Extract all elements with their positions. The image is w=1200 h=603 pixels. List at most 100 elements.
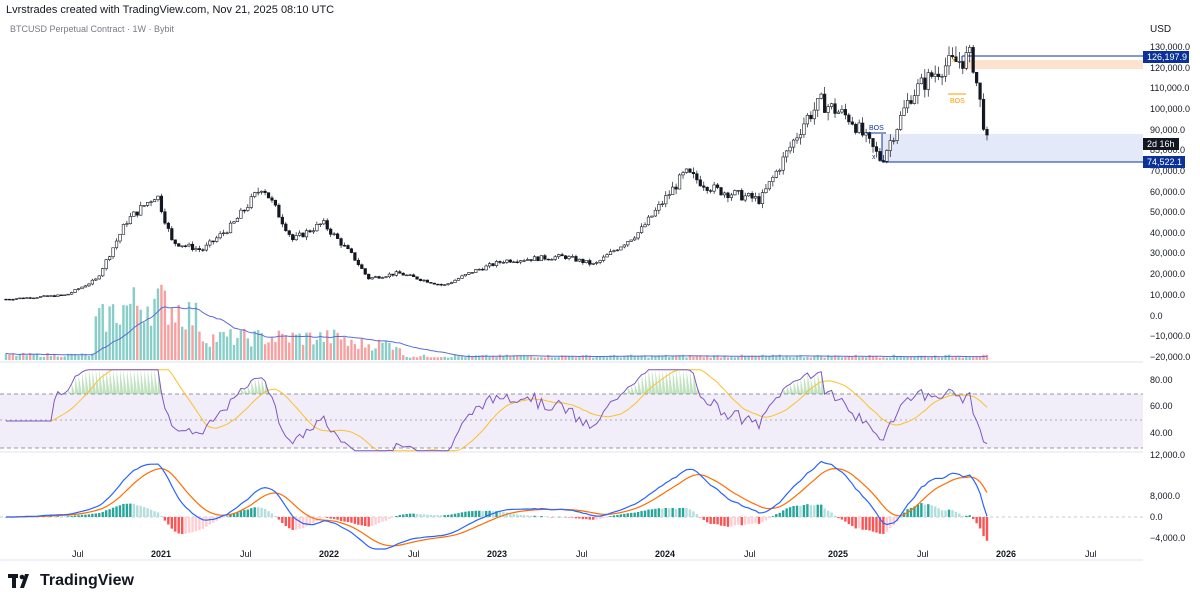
volume-bar — [909, 356, 913, 360]
candle — [525, 259, 530, 261]
candle — [546, 258, 550, 261]
candle — [87, 283, 91, 287]
volume-bar — [768, 356, 771, 360]
x-marker-top: x — [952, 57, 956, 64]
macd-histogram-bar — [657, 508, 661, 517]
candle — [681, 172, 685, 176]
candle — [52, 295, 56, 297]
price-tick: 100,000.0 — [1150, 104, 1190, 114]
macd-histogram-bar — [730, 517, 733, 527]
volume-bar — [847, 355, 851, 360]
macd-histogram-bar — [156, 512, 160, 517]
volume-bar — [564, 355, 567, 360]
macd-histogram-bar — [526, 515, 529, 517]
volume-bar — [73, 354, 77, 360]
candle — [228, 222, 233, 234]
volume-bar — [270, 337, 274, 360]
candle — [377, 276, 381, 279]
volume-bar — [488, 356, 491, 360]
macd-histogram-bar — [764, 517, 768, 521]
candle — [152, 199, 157, 203]
supply-zone[interactable] — [962, 60, 1143, 69]
volume-bar — [419, 356, 422, 360]
macd-histogram-bar — [498, 511, 502, 517]
candle — [291, 234, 295, 241]
volume-bar — [916, 355, 920, 360]
volume-bar — [933, 355, 937, 360]
candle — [149, 201, 153, 203]
candle — [35, 297, 39, 299]
candle — [180, 245, 184, 247]
volume-bar — [857, 357, 861, 360]
macd-histogram-bar — [495, 511, 498, 517]
macd-histogram-bar — [564, 517, 567, 518]
candle — [114, 240, 119, 249]
volume-bar — [357, 348, 360, 360]
volume-bar — [212, 334, 215, 360]
candle — [664, 195, 668, 205]
macd-histogram-bar — [609, 516, 612, 517]
symbol-title[interactable]: BTCUSD Perpetual Contract · 1W · Bybit — [10, 24, 175, 34]
volume-bar — [785, 355, 788, 360]
macd-histogram-bar — [87, 514, 91, 517]
volume-bar — [336, 332, 339, 360]
volume-bar — [22, 352, 25, 360]
candle — [740, 190, 744, 201]
macd-histogram-bar — [170, 517, 174, 529]
macd-histogram-bar — [163, 517, 167, 521]
macd-histogram-bar — [612, 515, 616, 517]
volume-bar — [136, 305, 139, 360]
volume-bar — [118, 324, 122, 360]
volume-bar — [467, 354, 471, 360]
volume-bar — [39, 356, 42, 360]
macd-histogram-bar — [819, 504, 823, 517]
candle — [712, 184, 716, 192]
candle — [432, 282, 436, 285]
candle — [695, 173, 699, 181]
macd-histogram-bar — [640, 511, 643, 517]
candle — [861, 122, 865, 136]
volume-bar — [885, 357, 889, 360]
macd-histogram-bar — [284, 517, 287, 527]
macd-histogram-bar — [301, 517, 305, 529]
demand-zone[interactable] — [882, 134, 1143, 162]
currency-label[interactable]: USD — [1150, 24, 1172, 35]
macd-histogram-bar — [263, 509, 267, 517]
candle — [684, 168, 689, 173]
volume-bar — [951, 357, 954, 360]
tradingview-logo[interactable]: TradingView — [8, 572, 134, 590]
candle — [961, 61, 965, 69]
candle — [415, 276, 419, 280]
macd-histogram-bar — [122, 503, 125, 517]
volume-bar — [222, 331, 225, 360]
candle — [588, 260, 592, 265]
volume-bar — [194, 302, 198, 360]
candle — [657, 204, 661, 211]
macd-histogram-bar — [478, 510, 481, 517]
macd-histogram-bar — [702, 517, 705, 520]
candle — [4, 298, 8, 301]
macd-histogram-bar — [543, 516, 547, 518]
macd-histogram-bar — [381, 517, 384, 522]
macd-histogram-bar — [889, 517, 892, 529]
price-tick: 40,000.0 — [1150, 228, 1185, 238]
candle — [899, 115, 903, 130]
candle — [211, 240, 215, 243]
volume-bar — [495, 357, 498, 360]
candle — [802, 123, 806, 136]
volume-bar — [146, 306, 149, 360]
macd-histogram-bar — [944, 510, 947, 517]
price-tick: −20,000.0 — [1150, 352, 1190, 362]
volume-bar — [132, 287, 136, 360]
macd-histogram-bar — [308, 517, 312, 525]
candle — [173, 239, 177, 244]
candle — [66, 293, 70, 296]
volume-bar — [94, 316, 98, 360]
bos-label-left: BOS — [869, 125, 884, 132]
candle — [104, 259, 108, 269]
volume-bar — [571, 356, 574, 360]
candle — [795, 137, 799, 141]
macd-histogram-bar — [180, 517, 184, 535]
volume-bar — [851, 356, 854, 360]
